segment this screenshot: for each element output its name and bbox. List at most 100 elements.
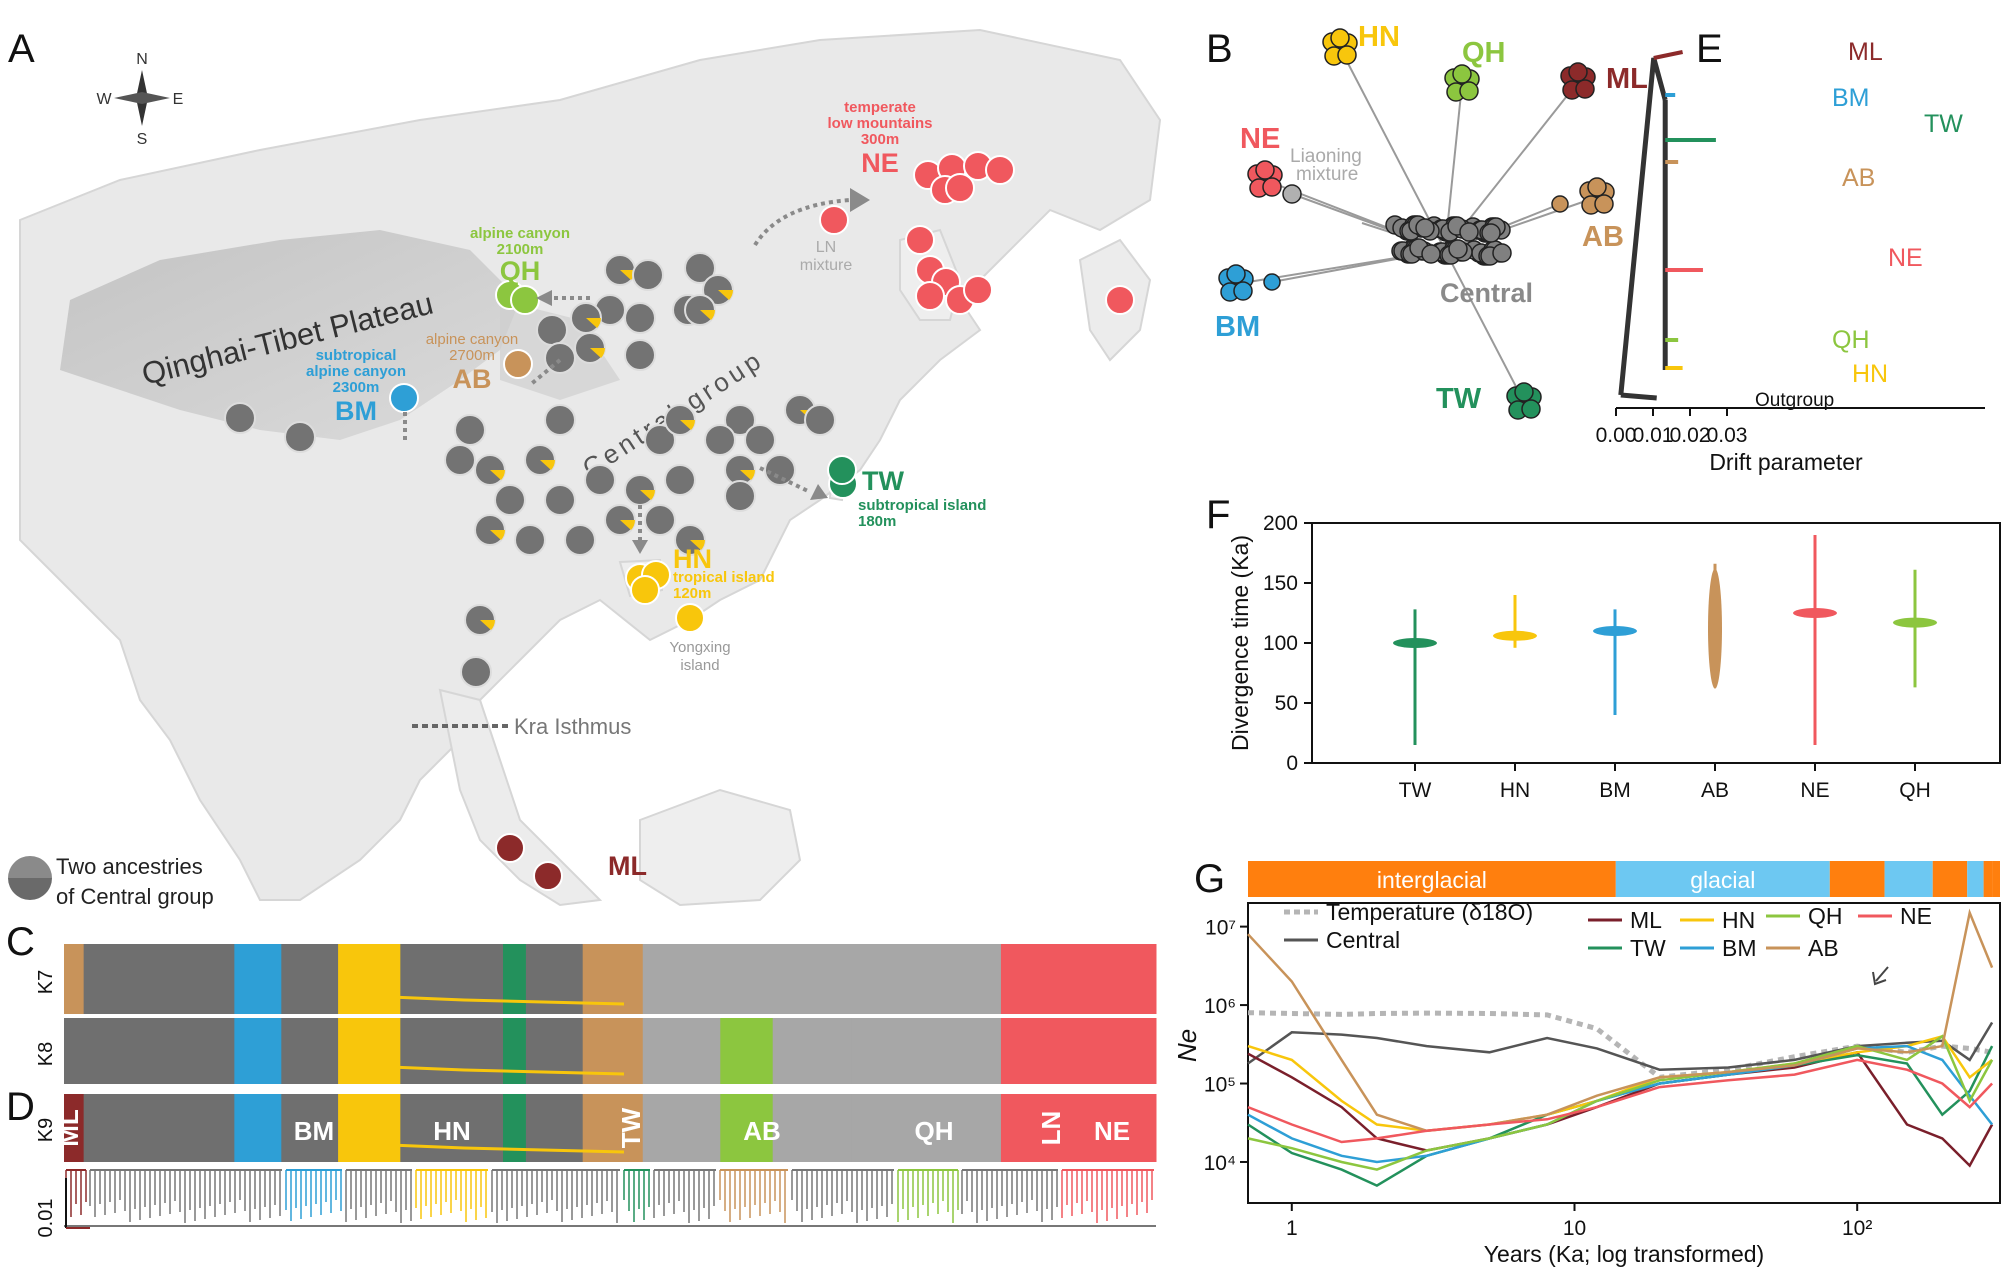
admixture-trace — [363, 994, 625, 1006]
label-tw: TW subtropical island 180m — [858, 466, 986, 530]
map-central-point — [644, 424, 676, 456]
map-central-point — [454, 414, 486, 446]
admixture-rows — [64, 944, 1157, 1162]
psmc-xtick-label: 1 — [1286, 1217, 1298, 1240]
pca-label-ab: AB — [1582, 221, 1624, 253]
psmc-ytick-label: 10⁴ — [1204, 1152, 1236, 1175]
map-ne-point — [915, 281, 945, 311]
violin-xtick-label: HN — [1500, 779, 1530, 802]
arrow-heads — [536, 188, 870, 554]
psmc-legend-label: Central — [1326, 927, 1400, 953]
pca-ab-point — [1594, 194, 1614, 214]
compass-w: W — [96, 91, 112, 108]
treemix-tick-label: 0.00 — [1596, 424, 1637, 447]
psmc-annotation-arrow — [1875, 966, 1889, 982]
pca-ab-outlier — [1551, 195, 1569, 213]
pca-qh-point — [1459, 81, 1479, 101]
climate-segment — [1248, 861, 1616, 897]
map-ancestry-wedge — [740, 470, 755, 480]
admixture-trace — [363, 1064, 625, 1076]
label-ne: temperate low mountains 300m NE — [828, 99, 933, 178]
violin-ytick-label: 100 — [1263, 632, 1298, 655]
treemix-xlabel: Drift parameter — [1709, 449, 1863, 475]
pca-ml-point — [1568, 62, 1588, 82]
violin-xtick-label: NE — [1800, 779, 1829, 802]
bm-code: BM — [335, 396, 377, 426]
violin-ytick-label: 50 — [1275, 692, 1298, 715]
admixture-segment — [83, 1094, 235, 1162]
psmc-frame — [1247, 902, 2001, 1204]
violin-ytick-label: 200 — [1263, 512, 1298, 535]
treemix-label-hn: HN — [1852, 360, 1888, 388]
violin-xtick-label: AB — [1701, 779, 1729, 802]
panel-label-f: F — [1206, 493, 1230, 537]
k7-label: K7 — [35, 970, 57, 994]
map-central-point — [624, 339, 656, 371]
violin-panel: F 0 50 100 150 200 TW HN BM AB NE QH Divergence t… — [1206, 493, 2001, 802]
map-ancestry-wedge — [620, 270, 635, 280]
map-ancestry-wedge — [586, 318, 601, 328]
map-ancestry-wedge — [590, 348, 605, 358]
pca-liaoning-line1: Liaoning — [1290, 146, 1362, 167]
pca-central-points — [1282, 184, 1512, 266]
psmc-ytick-label: 10⁵ — [1204, 1074, 1236, 1097]
map-panel: N S E W A Qinghai-Tibet Plateau Central … — [8, 0, 1170, 910]
ne-line3: 300m — [861, 131, 899, 148]
ln-line2: mixture — [800, 257, 853, 274]
map-central-point — [724, 480, 756, 512]
violin-median-ab — [1711, 624, 1719, 633]
panel-label-b: B — [1206, 27, 1233, 71]
pca-central-label: Central — [1440, 278, 1533, 308]
pca-label-ne: NE — [1240, 123, 1280, 155]
admixture-segment — [642, 1094, 721, 1162]
climate-label-interglacial: interglacial — [1377, 867, 1487, 893]
map-hn-point — [675, 603, 705, 633]
pca-central-point — [1492, 243, 1512, 263]
central-sample-points — [224, 252, 836, 688]
admixture-segment — [338, 944, 401, 1014]
psmc-xtick-label: 10 — [1563, 1217, 1586, 1240]
psmc-legend-label: NE — [1900, 903, 1932, 929]
pca-hn-point — [1337, 45, 1357, 65]
admixture-label-ab: AB — [743, 1116, 781, 1146]
map-ml-point — [495, 833, 525, 863]
admixture-label-tw: TW — [616, 1107, 646, 1148]
hn-line2: 120m — [673, 585, 711, 602]
psmc-legend-label: AB — [1808, 935, 1839, 961]
treemix-label-ab: AB — [1842, 164, 1875, 192]
pca-bm-point — [1226, 264, 1246, 284]
admixture-segment — [502, 944, 527, 1014]
tw-code: TW — [862, 466, 904, 496]
admixture-segment — [281, 944, 339, 1014]
pca-label-qh: QH — [1462, 37, 1506, 69]
compass-icon: N S E W — [96, 51, 183, 148]
admixture-segment — [502, 1094, 527, 1162]
map-central-point — [744, 424, 776, 456]
violin-median-tw — [1411, 639, 1419, 647]
legend-line1: Two ancestries — [56, 854, 203, 879]
ab-line2: 2700m — [449, 347, 495, 364]
pca-central-point — [1481, 223, 1501, 243]
treemix-outgroup-branch — [1620, 392, 1657, 401]
admixture-segment — [400, 944, 504, 1014]
map-ne-point — [1105, 285, 1135, 315]
violin-median-bm — [1611, 627, 1619, 635]
violin-y-ticks: 0 50 100 150 200 — [1263, 512, 1312, 775]
psmc-legend-label: QH — [1808, 903, 1843, 929]
treemix-branch-ml — [1653, 50, 1684, 60]
map-tw-point — [827, 455, 857, 485]
pca-liaoning-point — [1282, 184, 1302, 204]
treemix-label-qh: QH — [1832, 326, 1870, 354]
treemix-label-ne: NE — [1888, 244, 1923, 272]
map-central-point — [444, 444, 476, 476]
map-ab-point — [503, 349, 533, 379]
map-central-point — [514, 524, 546, 556]
climate-segment — [1983, 861, 1993, 897]
treemix-outgroup-label: Outgroup — [1755, 390, 1834, 411]
pca-panel: B HN QH ML NE AB BM TW Central Liaoning mixtur… — [1206, 21, 1648, 420]
admixture-segment — [83, 944, 235, 1014]
kra-label: Kra Isthmus — [514, 714, 631, 739]
violin-median-hn — [1511, 631, 1519, 640]
violin-xtick-label: BM — [1599, 779, 1631, 802]
